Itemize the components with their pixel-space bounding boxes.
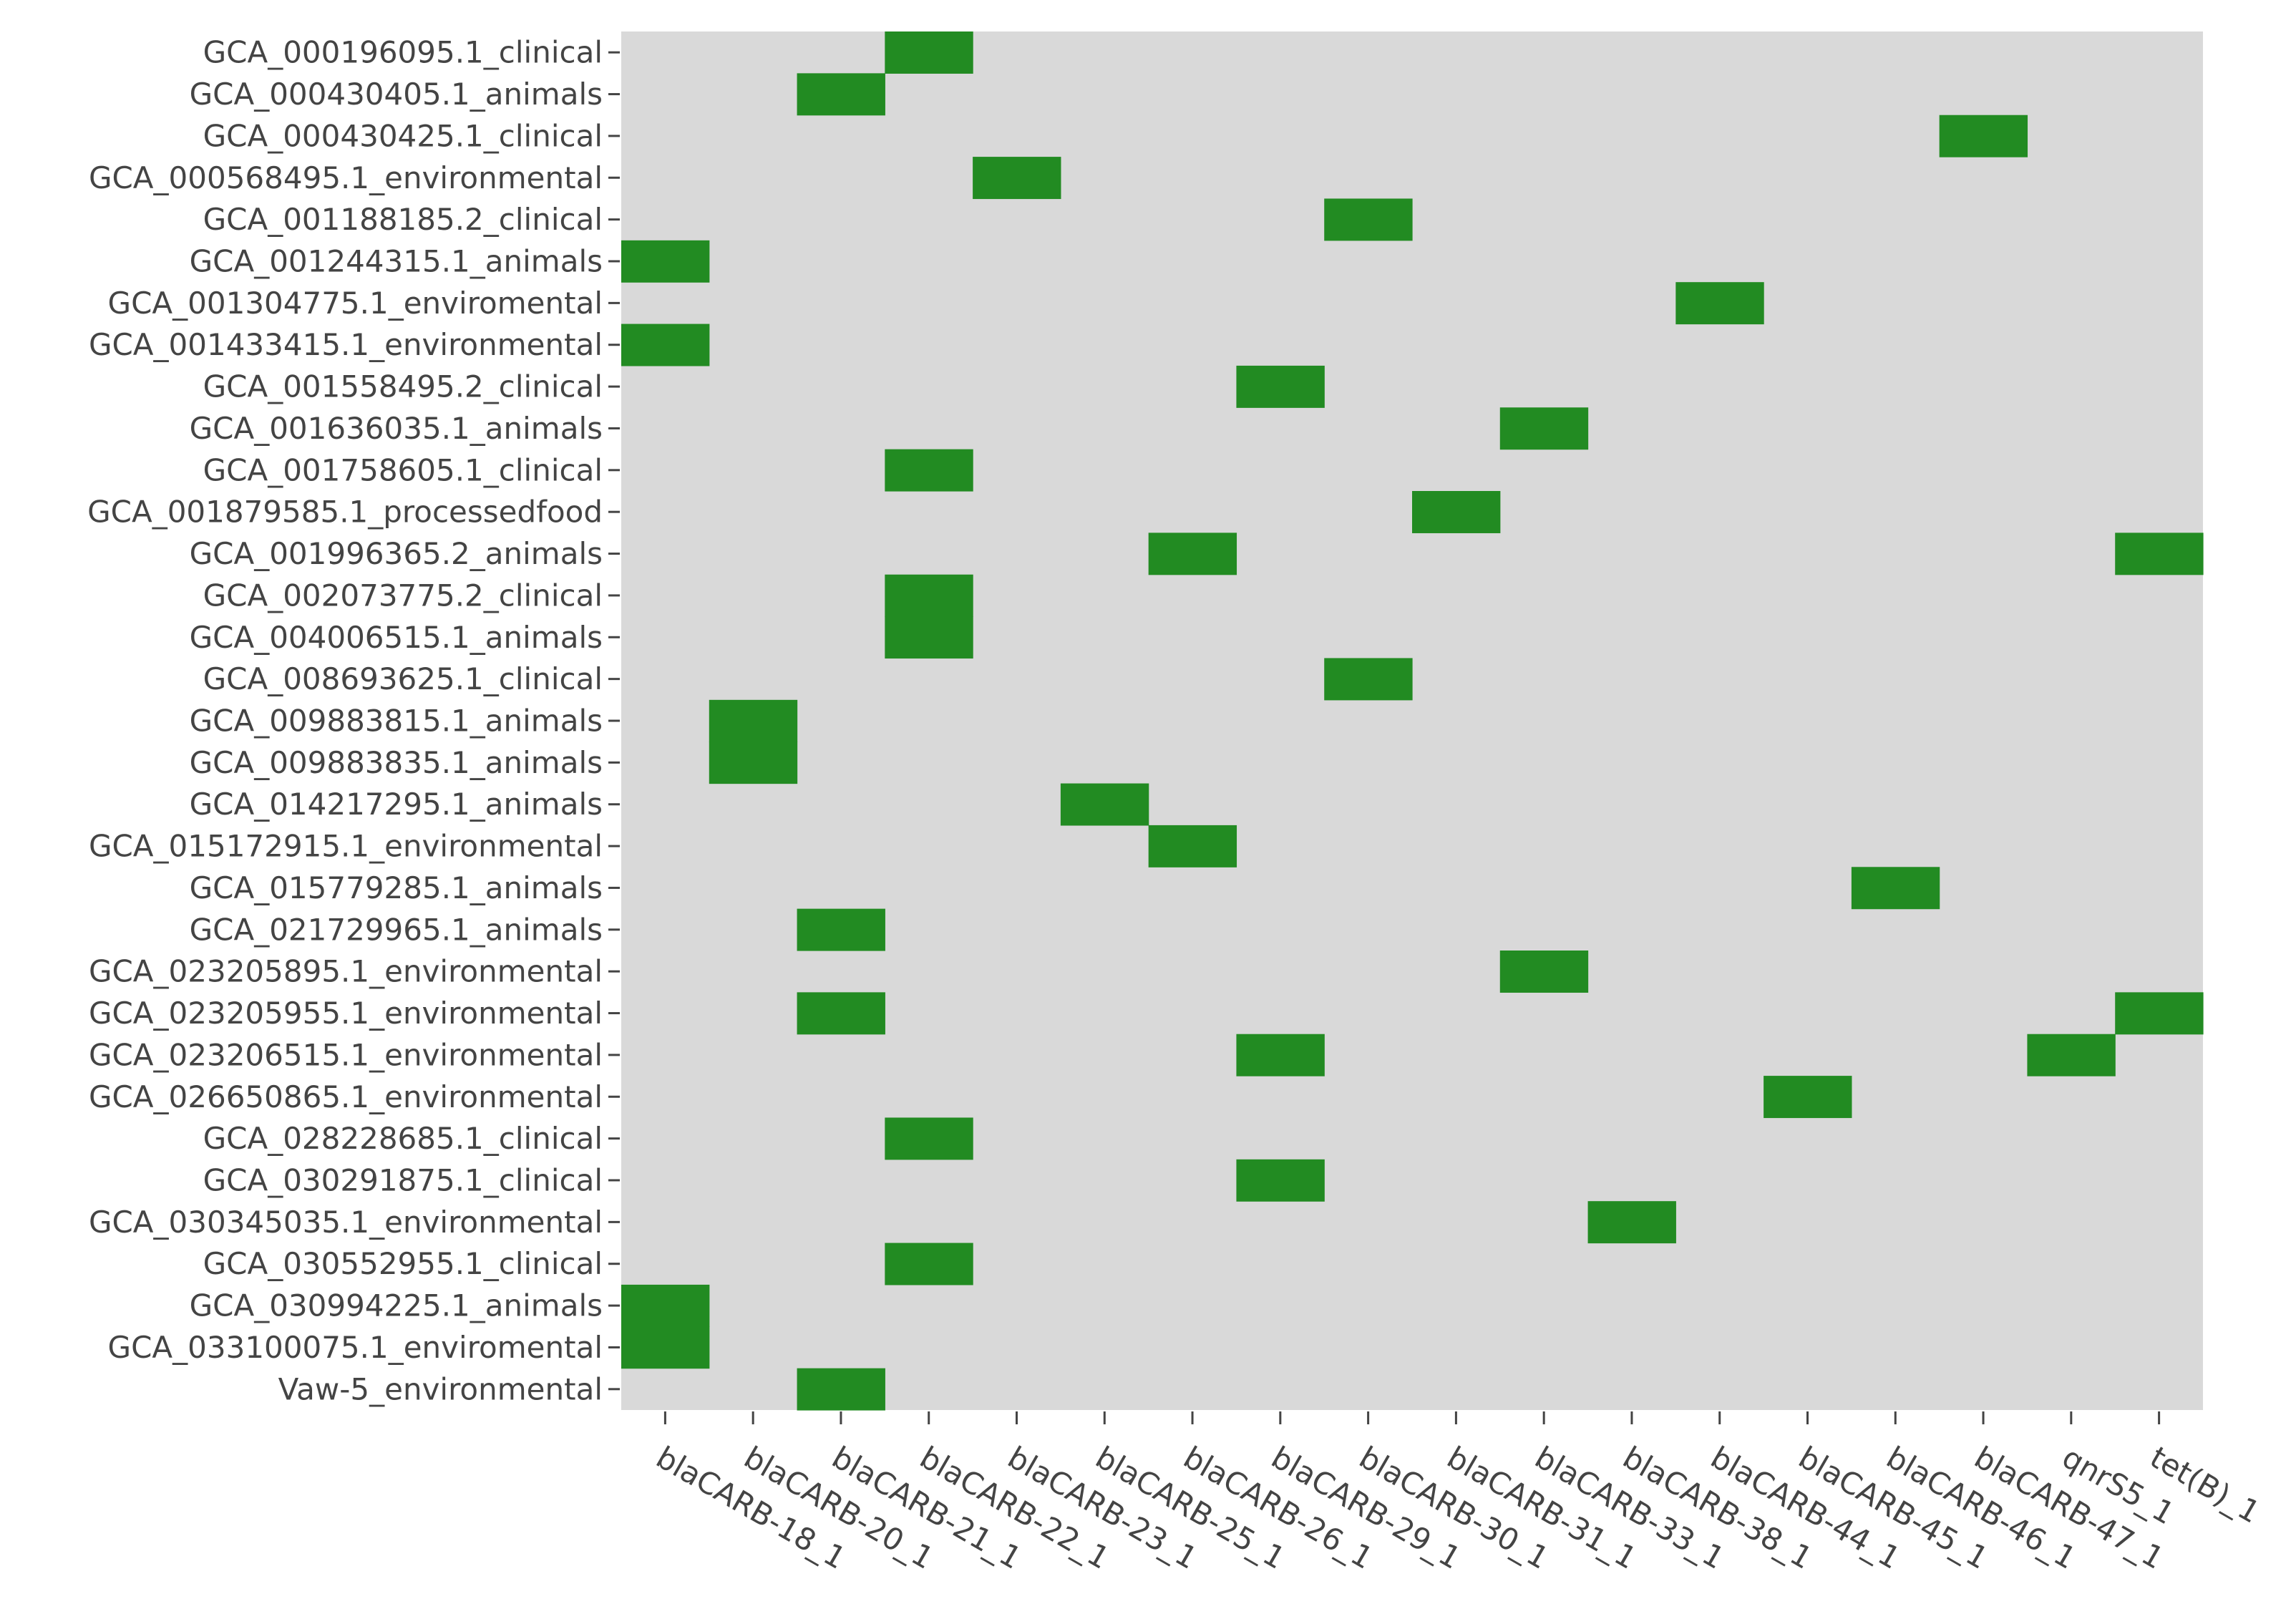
heatmap-cell [621,1284,710,1327]
heatmap-cell [1939,115,2028,157]
y-tick-label: GCA_030552955.1_clinical [203,1246,603,1281]
y-tick-label: GCA_009883835.1_animals [190,745,603,780]
heatmap-cell [973,157,1061,200]
heatmap-cell [1764,1076,1852,1119]
heatmap-cell [885,574,973,617]
y-tick-label: GCA_000430425.1_clinical [203,118,603,153]
y-tick-label: GCA_001996365.2_animals [190,536,603,571]
y-tick-label: GCA_000430405.1_animals [190,77,603,112]
y-tick-label: GCA_001433415.1_environmental [89,327,603,362]
y-tick-label: GCA_033100075.1_enviromental [108,1330,603,1365]
heatmap-cell [1499,951,1589,993]
heatmap-cell [797,992,885,1035]
heatmap-cell [1324,658,1413,701]
heatmap-cell [1236,365,1325,408]
heatmap-cell [797,1368,885,1411]
heatmap-cell [1499,407,1589,450]
y-tick-label: GCA_000568495.1_environmental [89,160,603,195]
heatmap-cell [1675,282,1764,325]
y-tick-label: GCA_015172915.1_environmental [89,829,603,864]
heatmap-cell [885,616,973,659]
heatmap-cell [1236,1034,1325,1076]
heatmap-cell [2115,992,2204,1035]
y-tick-label: GCA_004006515.1_animals [190,620,603,655]
y-tick-label: GCA_014217295.1_animals [190,787,603,822]
heatmap-cell [1148,533,1237,575]
heatmap-cells [621,31,2204,1411]
y-tick-label: GCA_001636035.1_animals [190,411,603,446]
y-tick-label: GCA_026650865.1_environmental [89,1079,603,1114]
heatmap-cell [621,240,710,283]
heatmap-cell [885,1117,973,1160]
y-tick-label: GCA_001304775.1_enviromental [108,286,603,321]
y-axis: GCA_000196095.1_clinical GCA_000430405.1_… [87,35,620,1406]
heatmap-cell [885,449,973,492]
heatmap-cell [1412,491,1501,533]
heatmap-cell [1324,198,1413,241]
y-tick-label: GCA_002073775.2_clinical [203,578,603,613]
heatmap-cell [797,908,885,951]
y-tick-label: GCA_001244315.1_animals [190,244,603,279]
y-tick-label: GCA_001188185.2_clinical [203,202,603,237]
y-tick-label: GCA_030345035.1_environmental [89,1205,603,1240]
y-tick-label: GCA_009883815.1_animals [190,704,603,739]
y-tick-label: GCA_030291875.1_clinical [203,1163,603,1198]
heatmap-cell [709,699,798,742]
y-tick-label: GCA_023205955.1_environmental [89,996,603,1031]
heatmap-cell [797,73,885,116]
plot-background [621,31,2203,1410]
heatmap-cell [2027,1034,2116,1076]
heatmap-cell [1236,1159,1325,1202]
y-tick-label: GCA_023205895.1_environmental [89,954,603,989]
y-tick-label: GCA_000196095.1_clinical [203,35,603,70]
y-tick-label: GCA_008693625.1_clinical [203,661,603,696]
y-tick-label: GCA_001879585.1_processedfood [87,495,603,530]
y-tick-label: GCA_021729965.1_animals [190,912,603,947]
heatmap-cell [1148,825,1237,867]
heatmap-cell [1587,1201,1676,1244]
heatmap-cell [1851,867,1940,910]
y-tick-label: GCA_030994225.1_animals [190,1288,603,1323]
heatmap-cell [1060,783,1149,826]
y-tick-label: GCA_001558495.2_clinical [203,369,603,404]
y-tick-label: Vaw-5_environmental [278,1371,603,1406]
heatmap-cell [885,31,973,74]
heatmap-cell [621,324,710,366]
heatmap-cell [2115,533,2204,575]
heatmap-cell [709,742,798,784]
heatmap-cell [885,1243,973,1285]
heatmap-cell [621,1326,710,1369]
y-tick-label: GCA_015779285.1_animals [190,870,603,905]
x-axis: blaCARB-18_1blaCARB-20_1blaCARB-21_1blaC… [651,1411,2266,1576]
y-tick-label: GCA_028228685.1_clinical [203,1121,603,1156]
y-tick-label: GCA_001758605.1_clinical [203,452,603,487]
y-tick-label: GCA_023206515.1_environmental [89,1037,603,1072]
